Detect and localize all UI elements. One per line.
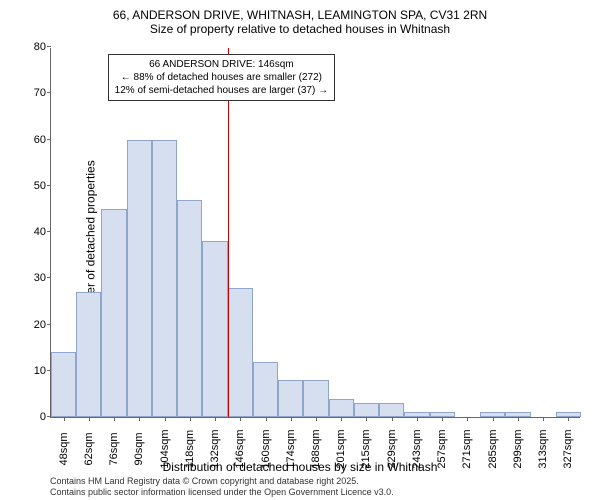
y-tick-label: 80 [21,41,46,53]
x-tick-mark [392,417,393,421]
x-tick-mark [165,417,166,421]
histogram-bar [76,292,101,417]
x-tick-label: 90sqm [133,432,145,465]
histogram-bar [354,403,379,417]
y-tick-mark [47,277,51,278]
x-tick-mark [190,417,191,421]
chart-title-line2: Size of property relative to detached ho… [0,22,600,36]
footer-line2: Contains public sector information licen… [50,487,394,498]
x-tick-label: 48sqm [58,432,70,465]
y-tick-label: 0 [21,411,46,423]
histogram-bar [101,209,126,417]
y-tick-label: 60 [21,134,46,146]
x-tick-label: 299sqm [512,429,524,468]
x-tick-mark [518,417,519,421]
histogram-bar [127,140,152,418]
y-tick-mark [47,231,51,232]
x-tick-mark [467,417,468,421]
y-tick-mark [47,92,51,93]
y-tick-label: 30 [21,272,46,284]
annotation-line: 12% of semi-detached houses are larger (… [115,84,328,97]
y-tick-label: 20 [21,319,46,331]
x-tick-mark [266,417,267,421]
histogram-bar [253,362,278,418]
x-tick-mark [543,417,544,421]
x-tick-mark [366,417,367,421]
histogram-bar [228,288,253,418]
x-tick-label: 271sqm [461,429,473,468]
x-tick-label: 76sqm [108,432,120,465]
histogram-bar [303,380,328,417]
x-tick-label: 327sqm [562,429,574,468]
footer-line1: Contains HM Land Registry data © Crown c… [50,476,394,487]
histogram-bar [177,200,202,417]
y-tick-label: 70 [21,87,46,99]
x-tick-mark [417,417,418,421]
plot-area: 0102030405060708048sqm62sqm76sqm90sqm104… [50,48,580,418]
reference-line [228,48,230,417]
x-tick-label: 285sqm [487,429,499,468]
x-tick-mark [64,417,65,421]
x-tick-mark [89,417,90,421]
histogram-chart: 66, ANDERSON DRIVE, WHITNASH, LEAMINGTON… [0,8,600,478]
annotation-line: ← 88% of detached houses are smaller (27… [115,71,328,84]
footer-attribution: Contains HM Land Registry data © Crown c… [50,476,394,498]
histogram-bar [152,140,177,418]
y-tick-mark [47,324,51,325]
x-tick-label: 313sqm [537,429,549,468]
x-tick-mark [493,417,494,421]
x-tick-mark [341,417,342,421]
histogram-bar [379,403,404,417]
y-tick-mark [47,46,51,47]
histogram-bar [202,241,227,417]
x-tick-mark [568,417,569,421]
x-axis-label: Distribution of detached houses by size … [163,460,438,474]
x-tick-label: 257sqm [436,429,448,468]
x-tick-mark [215,417,216,421]
y-tick-label: 10 [21,365,46,377]
histogram-bar [51,352,76,417]
y-tick-label: 40 [21,226,46,238]
x-tick-mark [114,417,115,421]
histogram-bar [329,399,354,418]
x-tick-mark [442,417,443,421]
x-tick-label: 62sqm [83,432,95,465]
x-tick-mark [316,417,317,421]
annotation-box: 66 ANDERSON DRIVE: 146sqm← 88% of detach… [108,54,335,101]
y-tick-mark [47,185,51,186]
y-tick-mark [47,139,51,140]
x-tick-mark [291,417,292,421]
annotation-line: 66 ANDERSON DRIVE: 146sqm [115,58,328,71]
y-tick-label: 50 [21,180,46,192]
x-tick-mark [139,417,140,421]
x-tick-mark [240,417,241,421]
histogram-bar [278,380,303,417]
chart-title-line1: 66, ANDERSON DRIVE, WHITNASH, LEAMINGTON… [0,8,600,22]
